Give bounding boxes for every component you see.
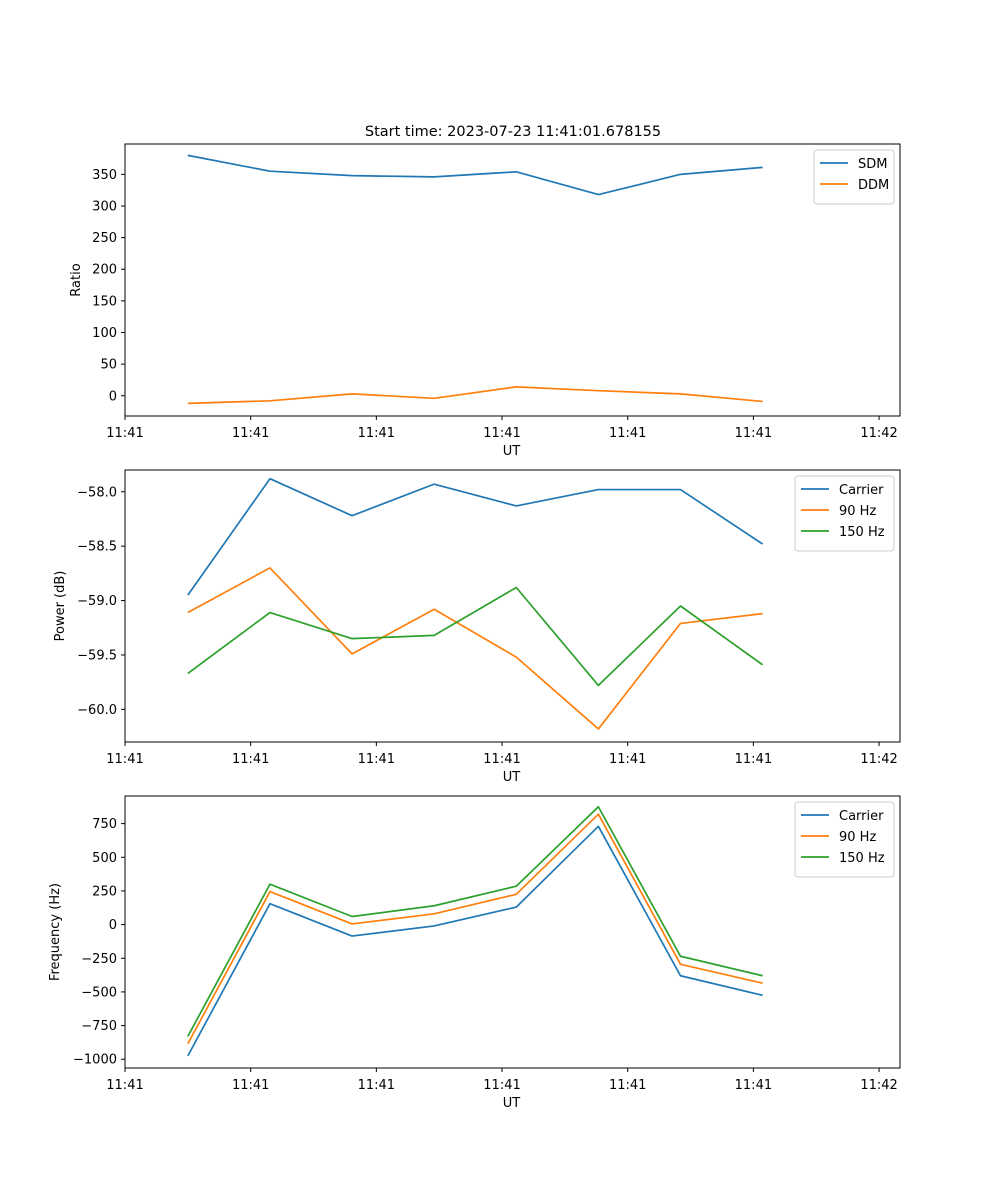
panel-1: 0 50 100 150 200 250 300 350 11:41 11:41 11:41 11:4… <box>69 143 901 459</box>
legend-label: SDM <box>858 157 887 172</box>
legend: Carrier 90 Hz 150 Hz <box>794 475 895 552</box>
series-line-carrier <box>187 825 763 1057</box>
legend-label: Carrier <box>839 809 884 824</box>
x-tick-label: 11:41 <box>609 1078 646 1093</box>
x-axis-label: UT <box>503 770 521 785</box>
y-tick-label: −60.0 <box>77 703 117 718</box>
x-tick-label: 11:42 <box>860 1078 897 1093</box>
y-tick-label: 0 <box>109 918 117 933</box>
chart-title: Start time: 2023-07-23 11:41:01.678155 <box>365 124 661 140</box>
x-tick-label: 11:41 <box>483 752 520 767</box>
y-tick-label: 0 <box>109 389 117 404</box>
legend-box <box>794 801 895 878</box>
x-tick-label: 11:41 <box>735 1078 772 1093</box>
x-tick-label: 11:41 <box>232 426 269 441</box>
y-tick-label: −59.0 <box>77 594 117 609</box>
legend-label: Carrier <box>839 483 884 498</box>
x-tick-label: 11:41 <box>483 1078 520 1093</box>
x-tick-label: 11:41 <box>358 1078 395 1093</box>
y-tick-label: −58.0 <box>77 485 117 500</box>
series-line-sdm <box>187 154 763 196</box>
x-tick-label: 11:42 <box>860 752 897 767</box>
axes-frame <box>124 469 901 743</box>
x-tick-label: 11:41 <box>609 426 646 441</box>
panels: 0 50 100 150 200 250 300 350 11:41 11:41 11:41 11:4… <box>48 143 901 1111</box>
y-tick-label: 350 <box>92 168 117 183</box>
y-tick-label: 200 <box>92 263 117 278</box>
x-tick-label: 11:41 <box>735 426 772 441</box>
x-tick-label: 11:41 <box>106 426 143 441</box>
legend-label: DDM <box>858 178 889 193</box>
y-tick-label: 500 <box>92 851 117 866</box>
y-tick-label: −500 <box>81 985 117 1000</box>
x-tick-label: 11:41 <box>358 426 395 441</box>
x-tick-label: 11:41 <box>609 752 646 767</box>
legend: Carrier 90 Hz 150 Hz <box>794 801 895 878</box>
x-tick-label: 11:41 <box>735 752 772 767</box>
y-tick-label: 50 <box>100 358 117 373</box>
series-line-90-hz <box>187 567 763 730</box>
x-tick-label: 11:41 <box>232 1078 269 1093</box>
axes-frame <box>124 795 901 1069</box>
y-tick-label: 250 <box>92 231 117 246</box>
y-tick-label: 300 <box>92 199 117 214</box>
x-tick-label: 11:41 <box>106 1078 143 1093</box>
series-line-ddm <box>187 386 763 405</box>
y-tick-label: −1000 <box>73 1053 117 1068</box>
legend-label: 90 Hz <box>839 830 876 845</box>
x-axis-label: UT <box>503 444 521 459</box>
y-tick-label: 150 <box>92 294 117 309</box>
y-tick-label: 250 <box>92 884 117 899</box>
x-tick-label: 11:41 <box>358 752 395 767</box>
y-tick-label: 750 <box>92 817 117 832</box>
series-line-90-hz <box>187 813 763 1045</box>
y-axis-label: Ratio <box>69 263 84 296</box>
axes-frame <box>124 143 901 417</box>
legend-box <box>794 475 895 552</box>
series-line-150-hz <box>187 805 763 1037</box>
legend-label: 90 Hz <box>839 504 876 519</box>
x-tick-label: 11:41 <box>232 752 269 767</box>
y-tick-label: 100 <box>92 326 117 341</box>
y-axis-label: Frequency (Hz) <box>48 883 63 981</box>
x-tick-label: 11:42 <box>860 426 897 441</box>
x-axis-label: UT <box>503 1096 521 1111</box>
y-tick-label: −59.5 <box>77 648 117 663</box>
legend: SDM DDM <box>813 149 895 205</box>
y-axis-label: Power (dB) <box>53 571 68 642</box>
series-line-carrier <box>187 477 764 596</box>
panel-3: −1000 −750 −500 −250 0 250 500 750 11:41 11:41 11:… <box>48 795 901 1111</box>
x-tick-label: 11:41 <box>483 426 520 441</box>
legend-label: 150 Hz <box>839 851 885 866</box>
series-line-150-hz <box>187 586 764 687</box>
legend-label: 150 Hz <box>839 525 885 540</box>
panel-2: −60.0 −59.5 −59.0 −58.5 −58.0 11:41 11:41 11:41… <box>53 469 901 785</box>
y-tick-label: −250 <box>81 952 117 967</box>
y-tick-label: −58.5 <box>77 540 117 555</box>
y-tick-label: −750 <box>81 1019 117 1034</box>
x-tick-label: 11:41 <box>106 752 143 767</box>
